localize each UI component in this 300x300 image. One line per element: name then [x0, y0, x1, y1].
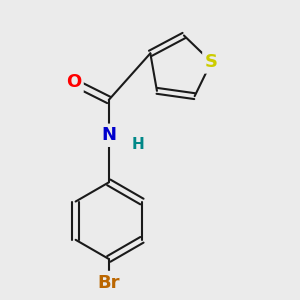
Text: N: N: [101, 126, 116, 144]
Text: H: H: [132, 136, 145, 152]
Text: Br: Br: [98, 274, 120, 292]
Text: S: S: [205, 53, 218, 71]
Text: O: O: [66, 73, 81, 91]
